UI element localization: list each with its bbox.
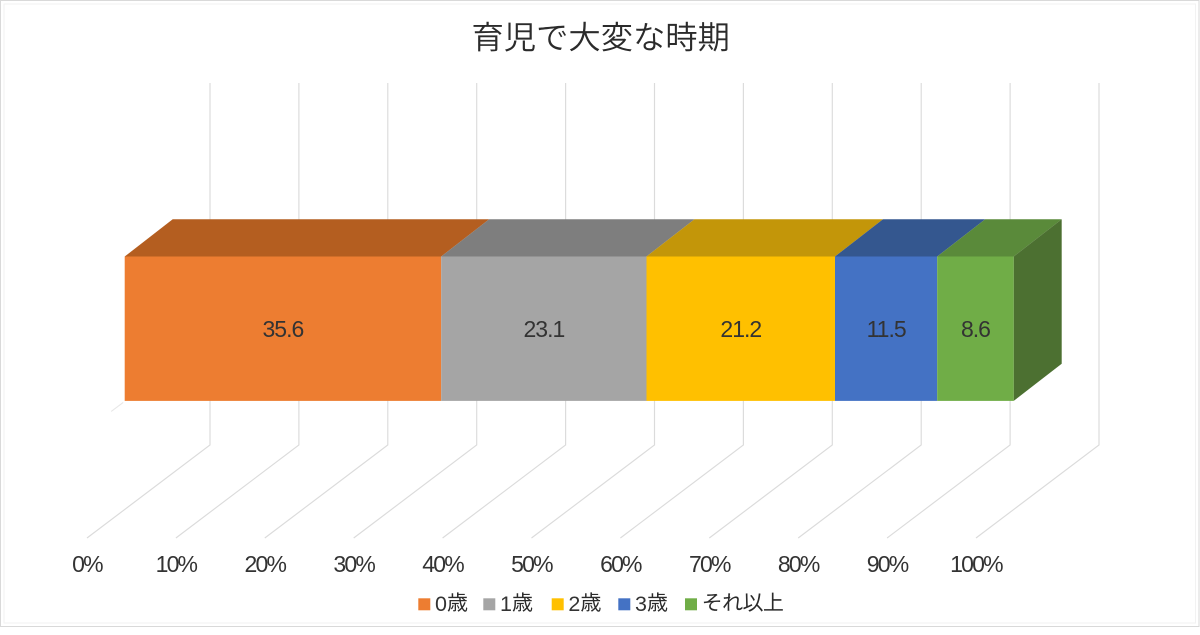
svg-text:100%: 100%: [950, 551, 1003, 577]
svg-text:40%: 40%: [422, 551, 464, 577]
svg-text:90%: 90%: [867, 551, 909, 577]
svg-text:10%: 10%: [156, 551, 198, 577]
svg-text:35.6: 35.6: [263, 316, 304, 342]
svg-text:80%: 80%: [778, 551, 820, 577]
svg-text:8.6: 8.6: [961, 316, 990, 342]
svg-text:20%: 20%: [244, 551, 286, 577]
svg-text:60%: 60%: [600, 551, 642, 577]
svg-text:0%: 0%: [72, 551, 103, 577]
svg-text:50%: 50%: [511, 551, 553, 577]
svg-text:21.2: 21.2: [720, 316, 761, 342]
svg-text:2: 2: [568, 592, 580, 616]
svg-text:3: 3: [635, 592, 647, 616]
svg-text:1: 1: [500, 592, 512, 616]
svg-text:23.1: 23.1: [524, 316, 565, 342]
svg-text:0: 0: [435, 592, 447, 616]
svg-text:30%: 30%: [333, 551, 375, 577]
svg-text:11.5: 11.5: [867, 316, 906, 342]
svg-text:70%: 70%: [689, 551, 731, 577]
